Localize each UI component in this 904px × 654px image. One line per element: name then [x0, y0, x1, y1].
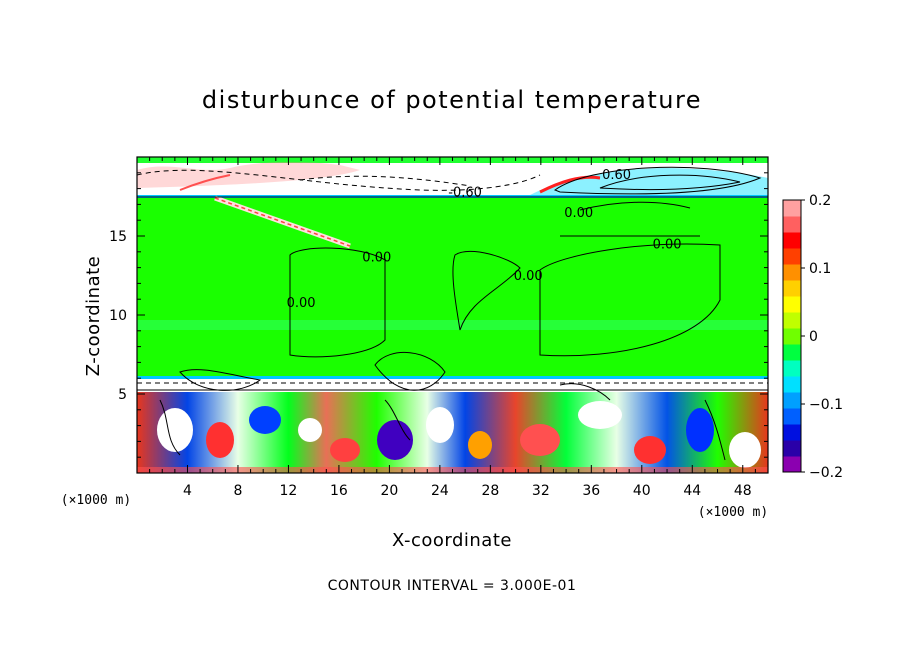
- x-unit-left: (×1000 m): [61, 493, 131, 508]
- contour-labels: -0.60 0.60 0.00 0.00 0.00 0.00 0.00: [287, 168, 682, 311]
- y-tick-label: 15: [109, 229, 127, 245]
- colorbar-tick-label: −0.2: [809, 465, 843, 481]
- y-tick-label: 10: [109, 308, 127, 324]
- colorbar-swatch: [783, 328, 801, 345]
- x-axis-label: X-coordinate: [392, 530, 512, 551]
- colorbar-swatch: [783, 248, 801, 265]
- colorbar-swatch: [783, 312, 801, 329]
- colorbar-swatch: [783, 344, 801, 361]
- x-tick-label: 28: [481, 483, 499, 499]
- contour-lines: [137, 166, 768, 461]
- colorbar-tick-label: 0.2: [809, 193, 831, 209]
- contour-label: 0.00: [362, 250, 391, 265]
- contour-label: 0.00: [287, 296, 316, 311]
- contour-label: 0.60: [602, 168, 631, 183]
- x-tick-label: 20: [380, 483, 398, 499]
- colorbar-swatch: [783, 440, 801, 457]
- x-tick-label: 16: [330, 483, 348, 499]
- x-tick-label: 40: [633, 483, 651, 499]
- colorbar-swatch: [783, 296, 801, 313]
- colorbar-swatch: [783, 456, 801, 473]
- chart-title: disturbunce of potential temperature: [201, 86, 703, 114]
- x-tick-label: 4: [183, 483, 192, 499]
- colorbar-swatch: [783, 424, 801, 441]
- x-tick-label: 32: [532, 483, 550, 499]
- contour-interval-note: CONTOUR INTERVAL = 3.000E-01: [327, 578, 577, 594]
- x-tick-label: 48: [734, 483, 752, 499]
- colorbar-swatch: [783, 200, 801, 217]
- colorbar-swatch: [783, 392, 801, 409]
- x-tick-label: 44: [683, 483, 701, 499]
- contour-label: 0.00: [653, 238, 682, 253]
- y-tick-label: 5: [118, 387, 127, 403]
- colorbar-swatch: [783, 408, 801, 425]
- x-unit-right: (×1000 m): [698, 505, 768, 520]
- colorbar-tick-label: −0.1: [809, 397, 843, 413]
- colorbar-swatch: [783, 232, 801, 249]
- x-tick-label: 8: [233, 483, 242, 499]
- colorbar-swatch: [783, 376, 801, 393]
- y-axis-label: Z-coordinate: [83, 256, 104, 377]
- colorbar-tick-label: 0: [809, 329, 818, 345]
- contour-label: 0.00: [514, 269, 543, 284]
- colorbar-tick-label: 0.1: [809, 261, 831, 277]
- contour-label: -0.60: [448, 186, 482, 201]
- colorbar-swatch: [783, 216, 801, 233]
- x-tick-label: 36: [582, 483, 600, 499]
- contour-label: 0.00: [564, 206, 593, 221]
- colorbar-swatch: [783, 280, 801, 297]
- x-tick-label: 12: [280, 483, 298, 499]
- colorbar: 0.2 0.1 0 −0.1 −0.2: [782, 193, 843, 481]
- colorbar-swatch: [783, 264, 801, 281]
- x-tick-label: 24: [431, 483, 449, 499]
- colorbar-swatch: [783, 360, 801, 377]
